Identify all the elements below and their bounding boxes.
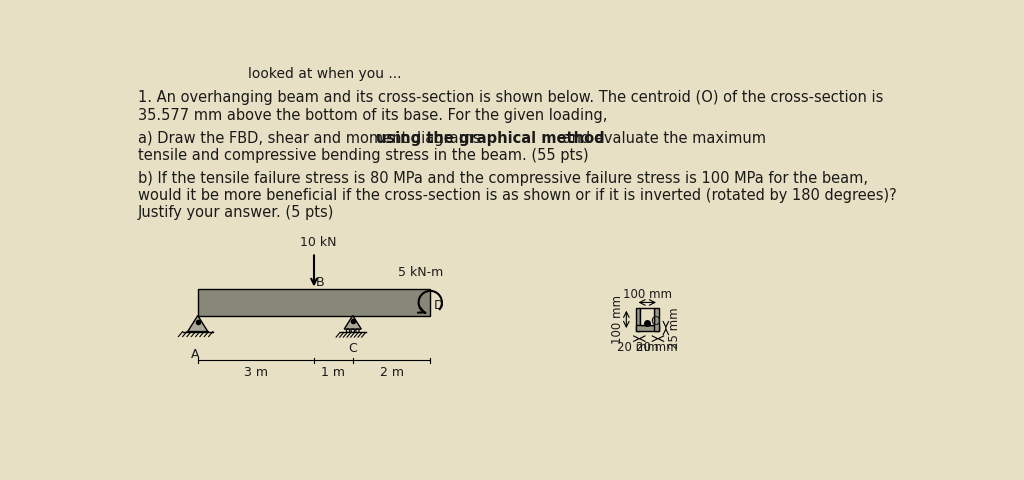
Bar xyxy=(198,289,430,315)
Text: 25 mm: 25 mm xyxy=(669,307,681,349)
Bar xyxy=(636,325,658,331)
Text: Justify your answer. (5 pts): Justify your answer. (5 pts) xyxy=(138,204,335,220)
Text: 1. An overhanging beam and its cross-section is shown below. The centroid (O) of: 1. An overhanging beam and its cross-sec… xyxy=(138,90,884,105)
Bar xyxy=(636,308,640,331)
Text: A: A xyxy=(191,348,200,361)
Text: 10 kN: 10 kN xyxy=(300,236,337,249)
Text: 100 mm: 100 mm xyxy=(623,288,672,301)
Text: tensile and compressive bending stress in the beam. (55 pts): tensile and compressive bending stress i… xyxy=(138,148,589,163)
Text: 20 mm: 20 mm xyxy=(636,341,677,354)
Text: using the graphical method: using the graphical method xyxy=(376,131,604,146)
Polygon shape xyxy=(344,315,361,329)
Text: 1 m: 1 m xyxy=(322,366,345,379)
Text: 35.577 mm above the bottom of its base. For the given loading,: 35.577 mm above the bottom of its base. … xyxy=(138,108,607,123)
Text: b) If the tensile failure stress is 80 MPa and the compressive failure stress is: b) If the tensile failure stress is 80 M… xyxy=(138,171,868,186)
Bar xyxy=(640,308,654,325)
Text: B: B xyxy=(315,276,325,288)
Text: and evaluate the maximum: and evaluate the maximum xyxy=(558,131,766,146)
Text: would it be more beneficial if the cross-section is as shown or if it is inverte: would it be more beneficial if the cross… xyxy=(138,188,897,203)
Polygon shape xyxy=(187,315,208,332)
Text: O: O xyxy=(650,315,660,328)
Text: 20 mm: 20 mm xyxy=(617,341,658,354)
Text: 2 m: 2 m xyxy=(380,366,403,379)
Text: D: D xyxy=(433,299,443,312)
Text: 5 kN-m: 5 kN-m xyxy=(397,266,443,279)
Text: C: C xyxy=(348,343,357,356)
Bar xyxy=(654,308,658,331)
Text: a) Draw the FBD, shear and moment diagrams: a) Draw the FBD, shear and moment diagra… xyxy=(138,131,485,146)
Text: 100 mm: 100 mm xyxy=(611,295,624,344)
Text: 3 m: 3 m xyxy=(244,366,268,379)
Text: looked at when you ...: looked at when you ... xyxy=(248,67,401,81)
